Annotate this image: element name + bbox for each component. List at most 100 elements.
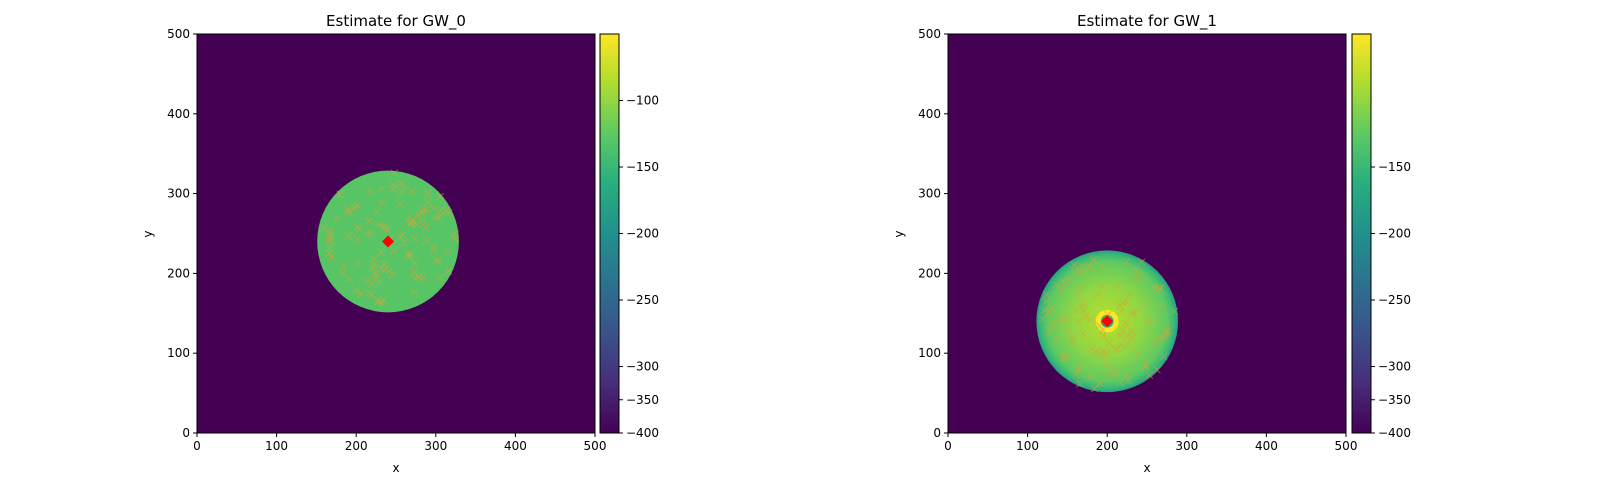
y-tick-label: 500 bbox=[167, 27, 190, 41]
sample-marker bbox=[1124, 377, 1132, 385]
sample-marker bbox=[436, 273, 444, 282]
y-tick-label: 200 bbox=[167, 266, 190, 280]
y-tick-label: 400 bbox=[167, 107, 190, 121]
x-axis: 0 100 200 300 400 500 bbox=[944, 433, 1357, 453]
colorbar-tick-label: −350 bbox=[1378, 393, 1411, 407]
x-tick-label: 0 bbox=[193, 439, 201, 453]
sample-marker bbox=[1071, 268, 1080, 276]
colorbar-tick-label: −400 bbox=[626, 426, 659, 440]
sample-marker bbox=[436, 192, 444, 201]
sample-marker bbox=[1145, 371, 1154, 380]
sample-marker bbox=[1074, 289, 1083, 297]
colorbar-tick-label: −300 bbox=[1378, 360, 1411, 374]
sample-marker bbox=[1141, 300, 1150, 309]
sample-marker bbox=[367, 228, 375, 237]
colorbar-tick-label: −200 bbox=[626, 227, 659, 241]
x-tick-label: 400 bbox=[1255, 439, 1278, 453]
sample-marker bbox=[383, 226, 391, 235]
sample-marker bbox=[368, 279, 376, 288]
sample-marker bbox=[1077, 262, 1086, 270]
sample-marker bbox=[1136, 271, 1144, 279]
sample-marker bbox=[375, 278, 384, 287]
y-tick-label: 0 bbox=[182, 426, 190, 440]
sample-marker bbox=[1099, 331, 1108, 340]
sample-marker bbox=[1040, 306, 1049, 314]
sample-marker bbox=[390, 247, 398, 255]
sample-marker bbox=[434, 257, 442, 266]
sample-marker bbox=[1117, 340, 1126, 349]
sample-marker bbox=[1153, 365, 1161, 374]
chart-title: Estimate for GW_0 bbox=[326, 12, 466, 31]
sample-marker bbox=[1058, 315, 1066, 324]
x-tick-label: 200 bbox=[345, 439, 368, 453]
sample-marker bbox=[1151, 338, 1160, 346]
sample-marker bbox=[398, 230, 407, 239]
sample-marker bbox=[1097, 262, 1106, 271]
sample-markers bbox=[320, 169, 460, 307]
sample-marker bbox=[418, 216, 426, 224]
sample-marker bbox=[429, 204, 438, 212]
sample-marker bbox=[1125, 290, 1134, 299]
sample-marker bbox=[1074, 317, 1083, 326]
sample-markers bbox=[1038, 255, 1179, 393]
sample-marker bbox=[450, 234, 459, 243]
sample-marker bbox=[1118, 326, 1127, 335]
sample-marker bbox=[442, 207, 450, 215]
y-axis-label: y bbox=[892, 230, 906, 237]
sample-marker bbox=[1112, 344, 1121, 352]
sample-marker bbox=[1098, 326, 1107, 334]
sample-marker bbox=[377, 248, 386, 257]
colorbar-tick-label: −100 bbox=[626, 94, 659, 108]
x-tick-label: 300 bbox=[424, 439, 447, 453]
sample-marker bbox=[336, 190, 345, 199]
sample-marker bbox=[410, 267, 418, 276]
sample-marker bbox=[1075, 268, 1084, 277]
sample-marker bbox=[1133, 349, 1142, 357]
colorbar-tick-label: −250 bbox=[1378, 293, 1411, 307]
x-tick-label: 100 bbox=[265, 439, 288, 453]
sample-marker bbox=[1086, 373, 1094, 381]
sample-marker bbox=[1170, 307, 1179, 316]
colorbar-tick-label: −200 bbox=[1378, 227, 1411, 241]
sample-marker bbox=[1128, 333, 1136, 342]
sample-marker bbox=[407, 187, 416, 196]
sample-marker bbox=[405, 249, 414, 258]
sample-marker bbox=[1094, 290, 1102, 299]
sample-marker bbox=[1042, 297, 1051, 306]
sample-marker bbox=[1071, 307, 1080, 315]
y-tick-label: 300 bbox=[167, 187, 190, 201]
sample-marker bbox=[374, 296, 382, 304]
y-axis: 0 100 200 300 400 500 bbox=[918, 27, 948, 440]
colorbar-tick-label: −150 bbox=[626, 160, 659, 174]
sample-marker bbox=[399, 238, 408, 247]
sample-marker bbox=[1144, 317, 1152, 326]
sample-marker bbox=[407, 219, 415, 227]
y-tick-label: 300 bbox=[918, 187, 941, 201]
sample-marker bbox=[423, 198, 432, 207]
chart-title: Estimate for GW_1 bbox=[1077, 12, 1217, 31]
sample-marker bbox=[1095, 321, 1104, 330]
sample-marker bbox=[1116, 378, 1124, 387]
sample-marker bbox=[1060, 278, 1068, 287]
sample-marker bbox=[1159, 352, 1168, 361]
colorbar-tick-label: −150 bbox=[1378, 160, 1411, 174]
y-tick-label: 200 bbox=[918, 266, 941, 280]
sample-marker bbox=[343, 205, 352, 214]
sample-marker bbox=[429, 246, 438, 255]
plot-frame bbox=[196, 33, 596, 434]
sample-marker bbox=[1072, 370, 1081, 379]
sample-marker bbox=[1103, 310, 1112, 319]
sample-marker bbox=[340, 261, 348, 270]
x-axis-label: x bbox=[392, 461, 399, 475]
sample-marker bbox=[1104, 370, 1112, 379]
sample-marker bbox=[1070, 261, 1078, 269]
sample-marker bbox=[371, 269, 379, 278]
x-tick-label: 500 bbox=[584, 439, 607, 453]
sample-marker bbox=[1048, 303, 1057, 312]
sample-marker bbox=[379, 296, 388, 305]
sample-marker bbox=[1113, 283, 1122, 291]
y-tick-label: 100 bbox=[167, 346, 190, 360]
sample-marker bbox=[1105, 339, 1113, 348]
sample-marker bbox=[352, 286, 361, 294]
